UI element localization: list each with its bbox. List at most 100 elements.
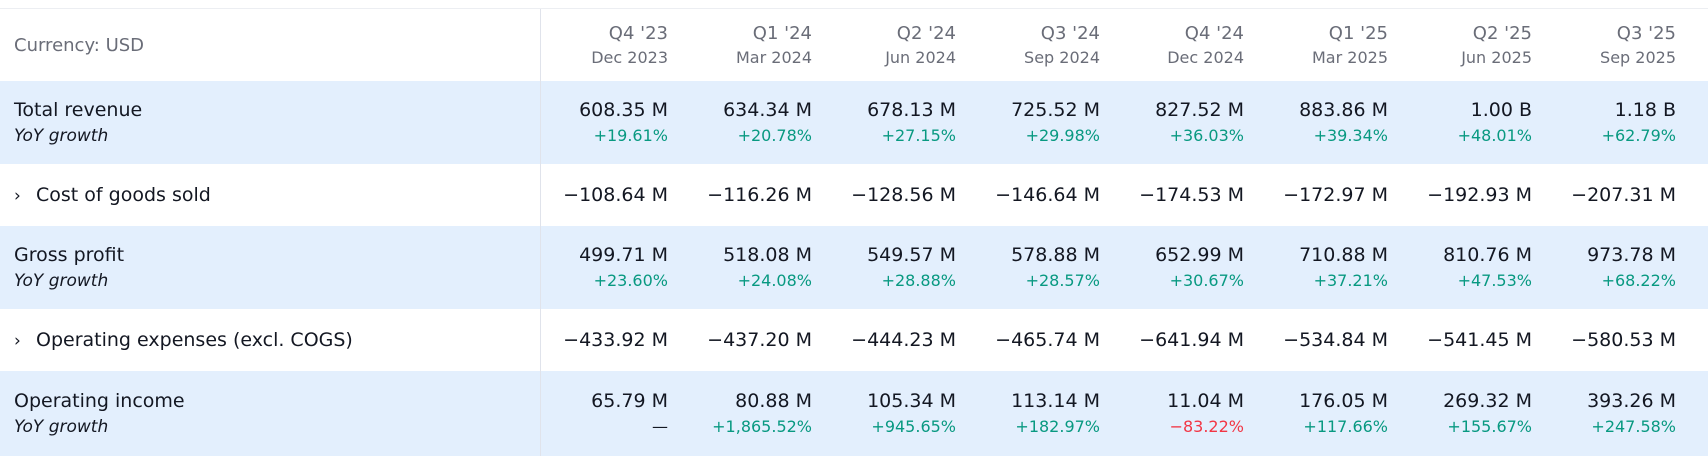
growth-value: +182.97% [1015, 416, 1100, 436]
value-cell: 80.88 M +1,865.52% [682, 371, 812, 456]
value-cell: 65.79 M — [538, 371, 668, 456]
value-cell: −172.97 M [1258, 164, 1388, 226]
value: 393.26 M [1587, 389, 1676, 412]
chevron-right-icon[interactable]: › [14, 185, 21, 206]
row-label[interactable]: › Operating expenses (excl. COGS) [14, 327, 353, 354]
period-header: Q1 '24 Mar 2024 [682, 9, 812, 81]
value-cell: −108.64 M [538, 164, 668, 226]
row-total-revenue: Total revenue YoY growth 608.35 M +19.61%… [0, 81, 1708, 164]
value: 608.35 M [579, 98, 668, 121]
growth-value: +48.01% [1457, 125, 1532, 145]
value-cell: −437.20 M [682, 309, 812, 371]
period-date: Dec 2023 [591, 47, 668, 67]
value-cell: 518.08 M +24.08% [682, 226, 812, 309]
period-header: Q2 '25 Jun 2025 [1402, 9, 1532, 81]
row-label-cell[interactable]: › Cost of goods sold [14, 164, 211, 226]
growth-value: +28.57% [1025, 270, 1100, 290]
chevron-right-icon[interactable]: › [14, 330, 21, 351]
value: −146.64 M [995, 184, 1100, 206]
value: −192.93 M [1427, 184, 1532, 206]
value: 549.57 M [867, 243, 956, 266]
value-cell: −534.84 M [1258, 309, 1388, 371]
growth-value: +24.08% [737, 270, 812, 290]
value: 11.04 M [1167, 389, 1244, 412]
value: 578.88 M [1011, 243, 1100, 266]
value: 883.86 M [1299, 98, 1388, 121]
value-cell: 11.04 M −83.22% [1114, 371, 1244, 456]
period-date: Sep 2024 [1024, 47, 1100, 67]
value-cell: 176.05 M +117.66% [1258, 371, 1388, 456]
row-label[interactable]: › Cost of goods sold [14, 182, 211, 209]
period-quarter: Q2 '24 [896, 22, 956, 44]
period-header: Q3 '25 Sep 2025 [1546, 9, 1676, 81]
value: 827.52 M [1155, 98, 1244, 121]
growth-value: +36.03% [1169, 125, 1244, 145]
growth-value: +27.15% [881, 125, 956, 145]
row-label-cell: Total revenue YoY growth [14, 81, 142, 164]
period-date: Jun 2025 [1461, 47, 1532, 67]
value: 634.34 M [723, 98, 812, 121]
row-label-text: Operating expenses (excl. COGS) [36, 328, 353, 351]
value: −541.45 M [1427, 329, 1532, 351]
value: 652.99 M [1155, 243, 1244, 266]
value-cell: −116.26 M [682, 164, 812, 226]
value: −444.23 M [851, 329, 956, 351]
growth-value: +23.60% [593, 270, 668, 290]
value: 65.79 M [591, 389, 668, 412]
column-divider [540, 9, 541, 456]
period-header: Q1 '25 Mar 2025 [1258, 9, 1388, 81]
row-sub-label: YoY growth [14, 270, 109, 291]
row-label: Total revenue [14, 98, 143, 121]
value: 725.52 M [1011, 98, 1100, 121]
growth-value: +47.53% [1457, 270, 1532, 290]
value-cell: 269.32 M +155.67% [1402, 371, 1532, 456]
value-cell: 634.34 M +20.78% [682, 81, 812, 164]
value: 499.71 M [579, 243, 668, 266]
value: −116.26 M [707, 184, 812, 206]
growth-value: +247.58% [1591, 416, 1676, 436]
growth-value: +37.21% [1313, 270, 1388, 290]
growth-value: +20.78% [737, 125, 812, 145]
value-cell: 810.76 M +47.53% [1402, 226, 1532, 309]
growth-value: +28.88% [881, 270, 956, 290]
value: −433.92 M [563, 329, 668, 351]
value: 973.78 M [1587, 243, 1676, 266]
period-date: Sep 2025 [1600, 47, 1676, 67]
top-border [0, 8, 1708, 9]
value: −534.84 M [1283, 329, 1388, 351]
row-label-cell[interactable]: › Operating expenses (excl. COGS) [14, 309, 353, 371]
value: −172.97 M [1283, 184, 1388, 206]
value-cell: −641.94 M [1114, 309, 1244, 371]
growth-value: +155.67% [1447, 416, 1532, 436]
value-cell: 105.34 M +945.65% [826, 371, 956, 456]
row-operating-expenses[interactable]: › Operating expenses (excl. COGS) −433.92… [0, 309, 1708, 371]
header-row: Currency: USD Q4 '23 Dec 2023 Q1 '24 Mar… [0, 9, 1708, 81]
value-cell: 1.00 B +48.01% [1402, 81, 1532, 164]
value-cell: −541.45 M [1402, 309, 1532, 371]
row-label: Operating income [14, 389, 185, 412]
period-quarter: Q4 '24 [1184, 22, 1244, 44]
row-sub-label: YoY growth [14, 125, 109, 146]
row-sub-label: YoY growth [14, 416, 109, 437]
growth-value: −83.22% [1169, 416, 1244, 436]
value: 678.13 M [867, 98, 956, 121]
period-quarter: Q1 '25 [1328, 22, 1388, 44]
period-header: Q2 '24 Jun 2024 [826, 9, 956, 81]
value: −108.64 M [563, 184, 668, 206]
value: 518.08 M [723, 243, 812, 266]
value-cell: 608.35 M +19.61% [538, 81, 668, 164]
period-quarter: Q3 '25 [1616, 22, 1676, 44]
value-cell: 710.88 M +37.21% [1258, 226, 1388, 309]
value: 80.88 M [735, 389, 812, 412]
row-cogs[interactable]: › Cost of goods sold −108.64 M −116.26 M … [0, 164, 1708, 226]
value-cell: 827.52 M +36.03% [1114, 81, 1244, 164]
value-cell: 578.88 M +28.57% [970, 226, 1100, 309]
value-cell: 973.78 M +68.22% [1546, 226, 1676, 309]
period-header: Q4 '23 Dec 2023 [538, 9, 668, 81]
period-date: Mar 2024 [736, 47, 812, 67]
value: −465.74 M [995, 329, 1100, 351]
value: 710.88 M [1299, 243, 1388, 266]
value: 1.18 B [1614, 98, 1676, 121]
value-cell: −465.74 M [970, 309, 1100, 371]
